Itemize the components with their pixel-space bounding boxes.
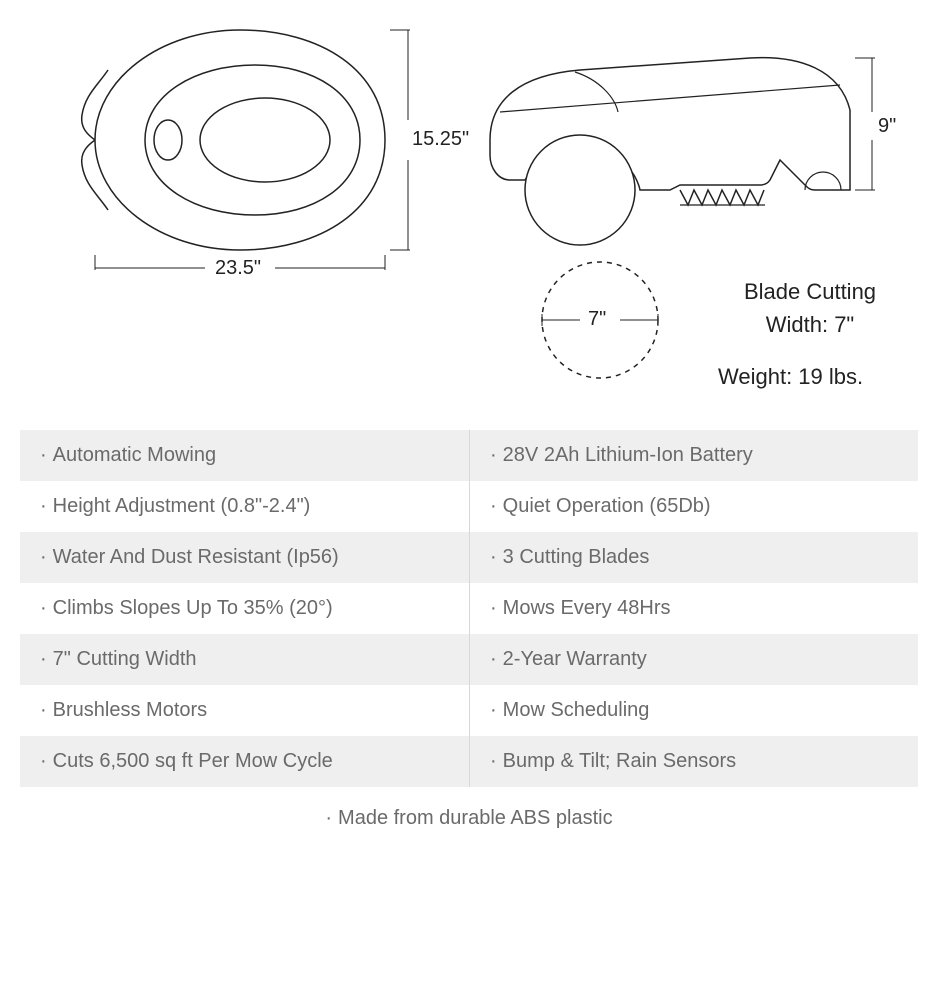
blade-line2: Width: 7" bbox=[710, 308, 910, 341]
spec-right-4: ·2-Year Warranty bbox=[469, 634, 918, 685]
specs-table: ·Automatic Mowing ·28V 2Ah Lithium-Ion B… bbox=[20, 430, 918, 787]
spec-left-2: ·Water And Dust Resistant (Ip56) bbox=[20, 532, 469, 583]
weight-info: Weight: 19 lbs. bbox=[718, 360, 863, 393]
spec-right-0: ·28V 2Ah Lithium-Ion Battery bbox=[469, 430, 918, 481]
spec-right-5: ·Mow Scheduling bbox=[469, 685, 918, 736]
spec-right-2: ·3 Cutting Blades bbox=[469, 532, 918, 583]
blade-diameter-label: 7" bbox=[588, 308, 606, 331]
blade-info: Blade Cutting Width: 7" bbox=[710, 275, 910, 341]
side-height-label: 9" bbox=[878, 115, 896, 138]
spec-right-6: ·Bump & Tilt; Rain Sensors bbox=[469, 736, 918, 787]
spec-right-1: ·Quiet Operation (65Db) bbox=[469, 481, 918, 532]
spec-left-1: ·Height Adjustment (0.8"-2.4") bbox=[20, 481, 469, 532]
side-view-diagram: 9" 7" Blade Cutting Width: 7" Weight: 19… bbox=[460, 10, 920, 390]
spec-left-5: ·Brushless Motors bbox=[20, 685, 469, 736]
specs-footer: ·Made from durable ABS plastic bbox=[20, 787, 918, 838]
spec-left-6: ·Cuts 6,500 sq ft Per Mow Cycle bbox=[20, 736, 469, 787]
spec-right-3: ·Mows Every 48Hrs bbox=[469, 583, 918, 634]
top-view-svg bbox=[50, 10, 430, 280]
spec-left-0: ·Automatic Mowing bbox=[20, 430, 469, 481]
diagram-area: 23.5" 15.25" bbox=[20, 10, 918, 390]
top-view-diagram: 23.5" 15.25" bbox=[50, 10, 430, 280]
spec-left-3: ·Climbs Slopes Up To 35% (20°) bbox=[20, 583, 469, 634]
blade-line1: Blade Cutting bbox=[710, 275, 910, 308]
spec-left-4: ·7" Cutting Width bbox=[20, 634, 469, 685]
top-width-label: 23.5" bbox=[215, 257, 261, 280]
